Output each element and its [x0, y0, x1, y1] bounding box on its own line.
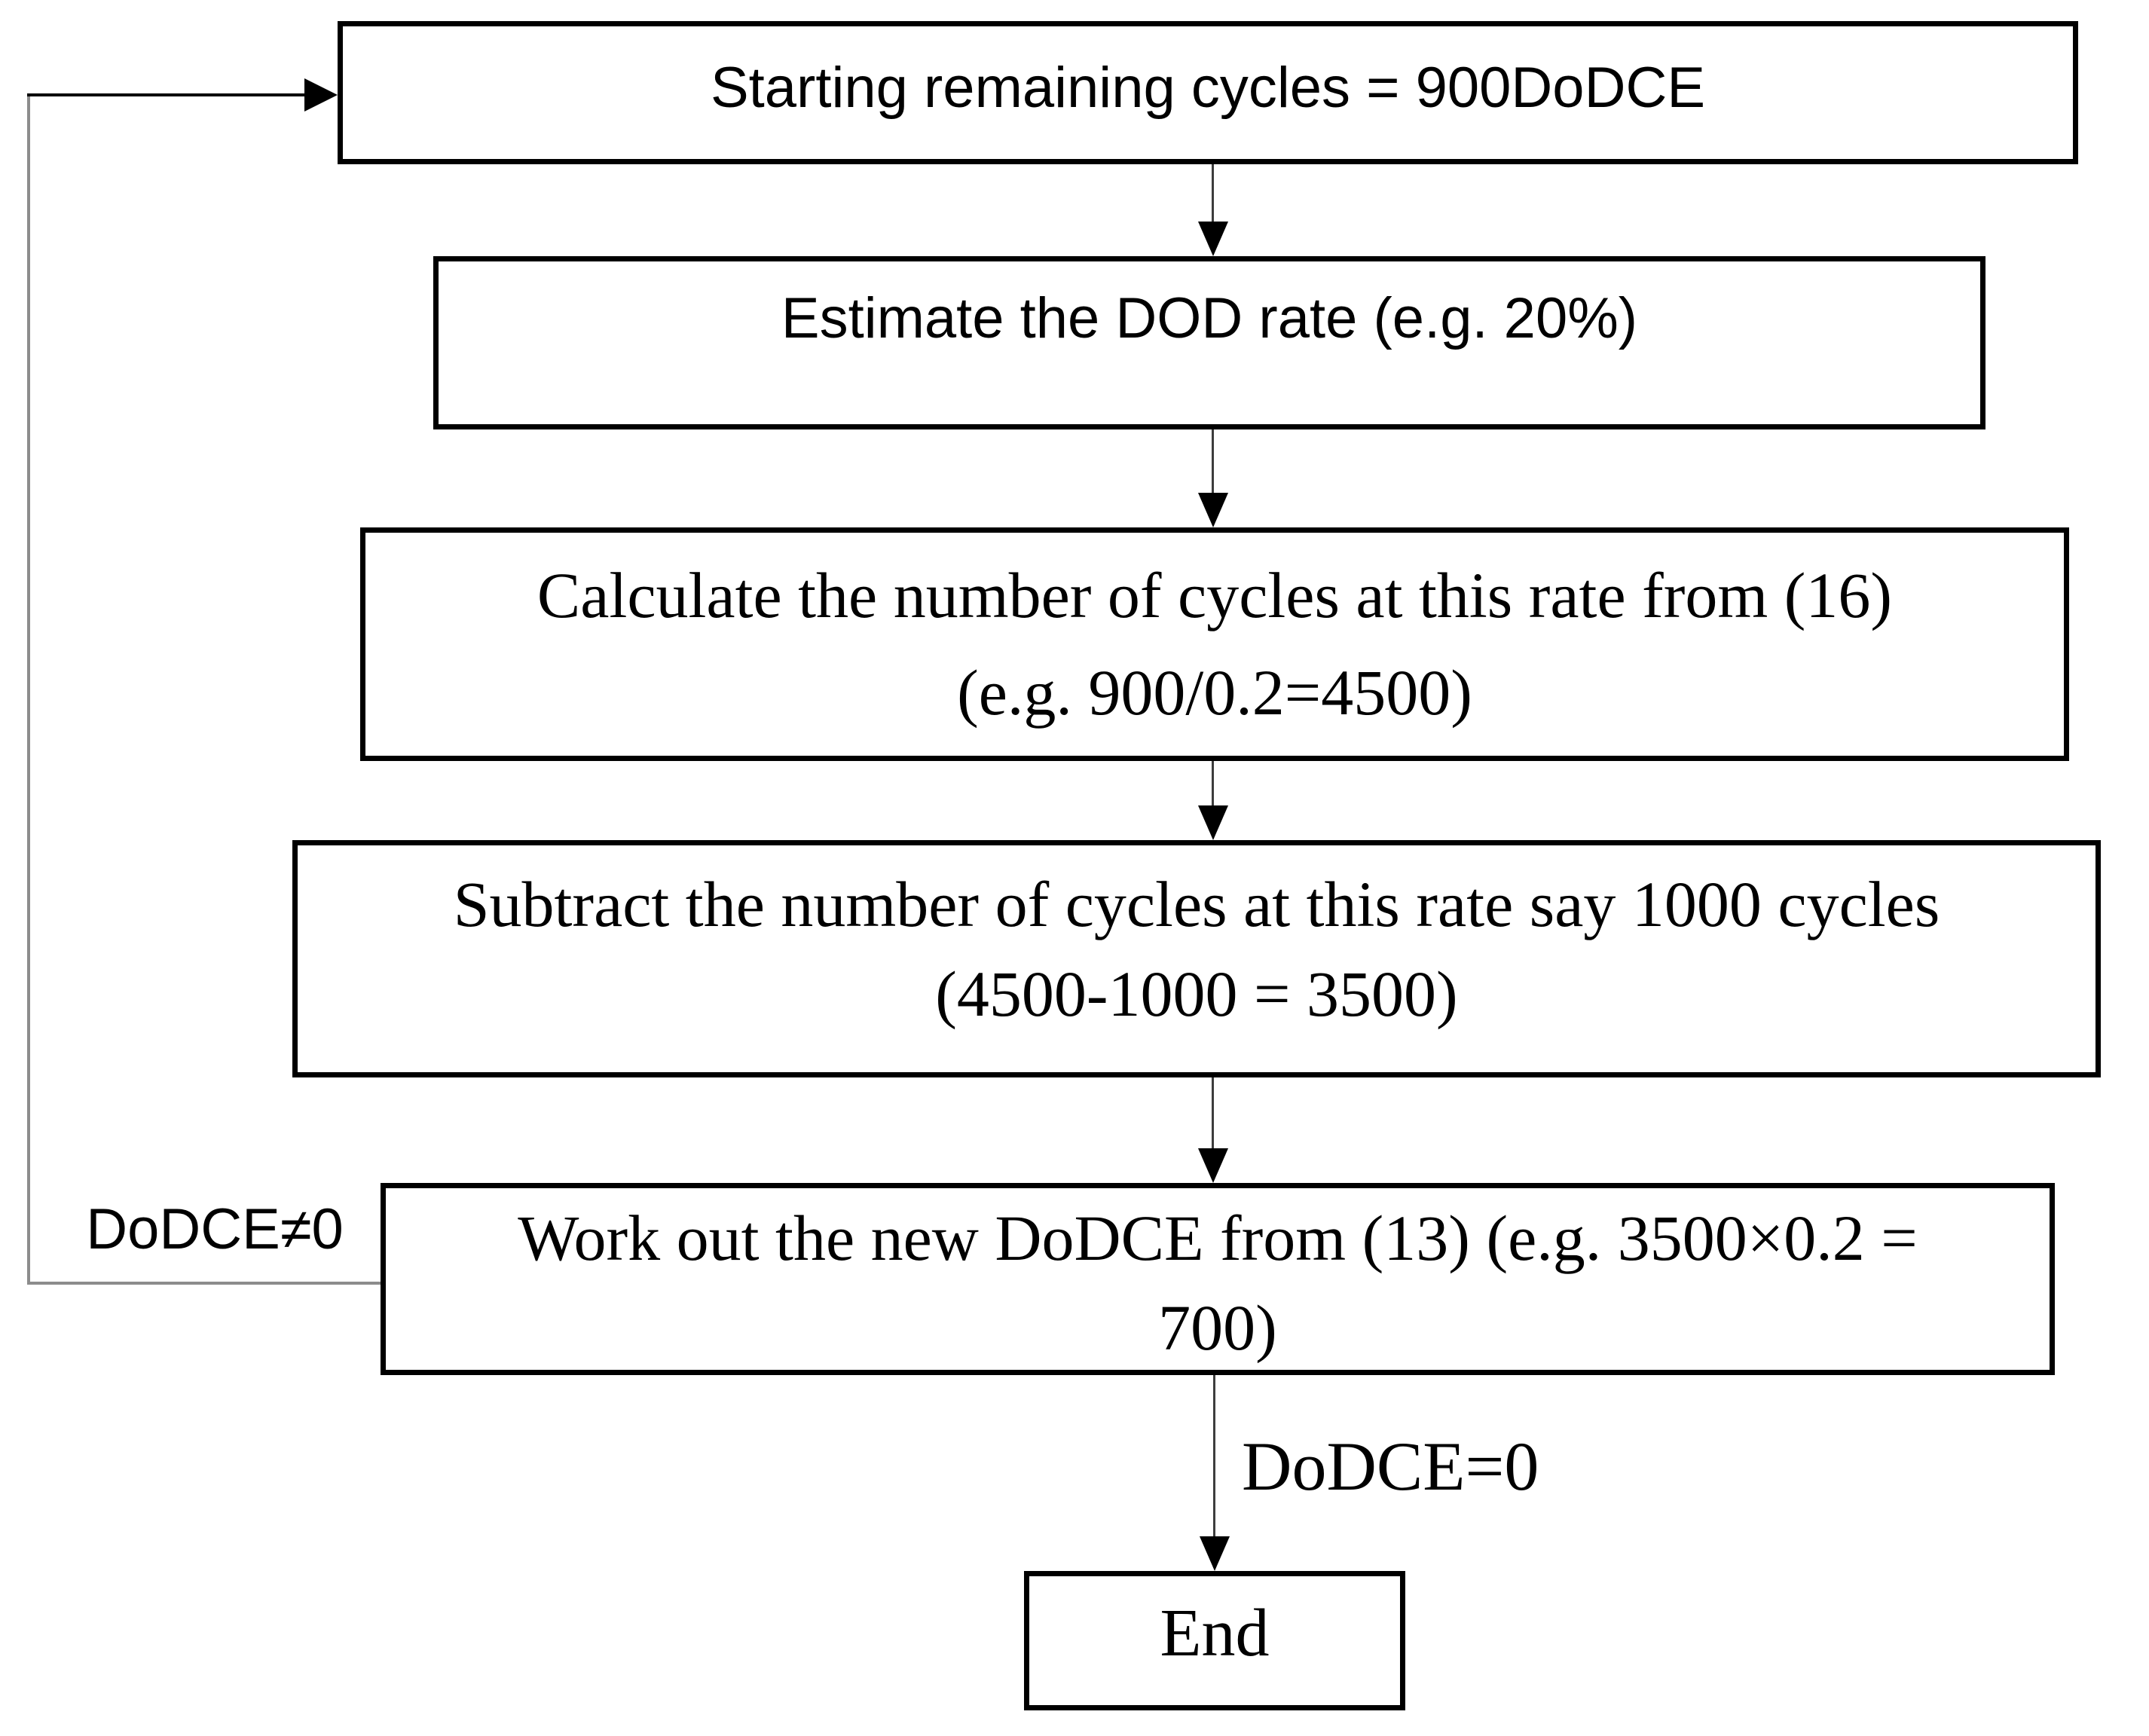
arrowhead-down-icon	[1198, 222, 1228, 256]
loop-condition-label: DoDCE≠0	[86, 1197, 344, 1261]
flow-node-calculate-cycles: Calculate the number of cycles at this r…	[360, 527, 2069, 761]
arrowhead-down-icon	[1200, 1536, 1230, 1571]
loopback-line-vertical	[27, 93, 30, 1285]
flow-node-subtract-cycles-text-line1: Subtract the number of cycles at this ra…	[453, 867, 1940, 940]
flow-node-calculate-cycles-text-line2: (e.g. 900/0.2=4500)	[957, 656, 1472, 729]
arrow-estimate-to-calculate-stem	[1212, 429, 1214, 493]
flow-node-start: Starting remaining cycles = 900DoDCE	[338, 21, 2078, 164]
arrow-subtract-to-workout-stem	[1212, 1077, 1214, 1148]
flow-node-calculate-cycles-text-line1: Calculate the number of cycles at this r…	[536, 559, 1893, 631]
flow-node-estimate-dod-text: Estimate the DOD rate (e.g. 20%)	[781, 286, 1638, 350]
arrow-workout-to-end-stem	[1213, 1375, 1215, 1536]
arrowhead-right-icon	[304, 78, 338, 112]
loopback-line-into-start	[27, 93, 304, 96]
flow-node-end-text: End	[1160, 1596, 1270, 1670]
arrowhead-down-icon	[1198, 805, 1228, 840]
flow-node-start-text: Starting remaining cycles = 900DoDCE	[710, 55, 1706, 120]
flow-node-work-out-dodce-text-line2: 700)	[1158, 1291, 1277, 1364]
arrow-calculate-to-subtract-stem	[1212, 761, 1214, 805]
flow-node-estimate-dod: Estimate the DOD rate (e.g. 20%)	[433, 256, 1985, 429]
flow-node-work-out-dodce: Work out the new DoDCE from (13) (e.g. 3…	[381, 1183, 2055, 1375]
arrow-start-to-estimate-stem	[1212, 164, 1214, 222]
flow-node-end: End	[1024, 1571, 1405, 1710]
flow-node-subtract-cycles-text-line2: (4500-1000 = 3500)	[935, 957, 1458, 1030]
loopback-line-horizontal	[27, 1282, 381, 1285]
end-condition-label: DoDCE=0	[1242, 1428, 1539, 1505]
flow-node-work-out-dodce-text-line1: Work out the new DoDCE from (13) (e.g. 3…	[518, 1201, 1918, 1274]
arrowhead-down-icon	[1198, 1148, 1228, 1183]
flow-node-subtract-cycles: Subtract the number of cycles at this ra…	[292, 840, 2101, 1077]
arrowhead-down-icon	[1198, 493, 1228, 527]
